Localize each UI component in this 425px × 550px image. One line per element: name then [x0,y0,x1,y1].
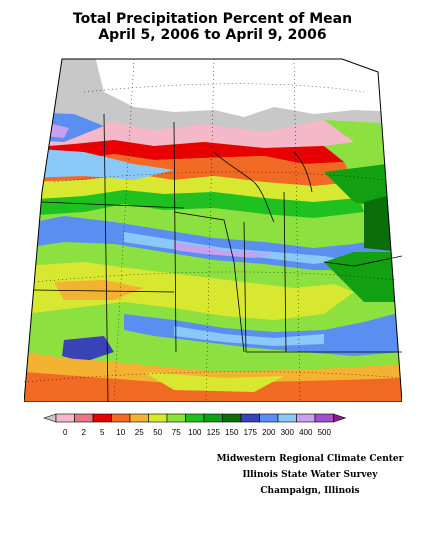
legend-tick-label: 0 [63,428,68,437]
credit-survey: Illinois State Water Survey [242,470,378,480]
legend-tick-label: 100 [188,428,202,437]
legend-arrow-right [333,413,347,423]
legend-swatch [203,413,223,423]
legend-swatch [166,413,186,423]
precipitation-map [24,58,402,402]
legend-swatch [74,413,94,423]
legend-swatch [259,413,279,423]
legend-swatch [92,413,112,423]
legend-tick-label: 175 [244,428,258,437]
legend-swatch [55,413,75,423]
legend-swatch [222,413,242,423]
legend-arrow-left [43,413,57,423]
map-title: Total Precipitation Percent of Mean [72,11,353,27]
legend-tick-label: 400 [299,428,313,437]
credit-organization: Midwestern Regional Climate Center [216,454,404,464]
state-boundaries [33,113,402,402]
legend-tick-label: 10 [116,428,125,437]
map-date-range: April 5, 2006 to April 9, 2006 [98,27,327,43]
legend-tick-label: 75 [172,428,181,437]
legend-swatch [148,413,168,423]
legend-tick-label: 200 [262,428,276,437]
legend-swatch [240,413,260,423]
color-scale-legend: 0 2 5 10 25 50 75 100 125 150 175 200 300 400 500 [43,413,347,437]
legend-tick-label: 5 [100,428,105,437]
precipitation-fill [24,59,402,402]
legend-swatch [111,413,131,423]
legend-tick-label: 50 [153,428,162,437]
legend-tick-label: 25 [135,428,144,437]
legend-tick-label: 150 [225,428,239,437]
legend-swatch [277,413,297,423]
legend-swatch [129,413,149,423]
credit-location: Champaign, Illinois [260,486,360,496]
legend-swatch [314,413,334,423]
legend-tick-label: 500 [318,428,332,437]
legend-swatch [296,413,316,423]
map-frame [24,58,402,402]
legend-tick-label: 125 [207,428,221,437]
legend-tick-label: 300 [281,428,295,437]
legend-swatch [185,413,205,423]
graticule [24,58,402,402]
legend-tick-label: 2 [82,428,87,437]
